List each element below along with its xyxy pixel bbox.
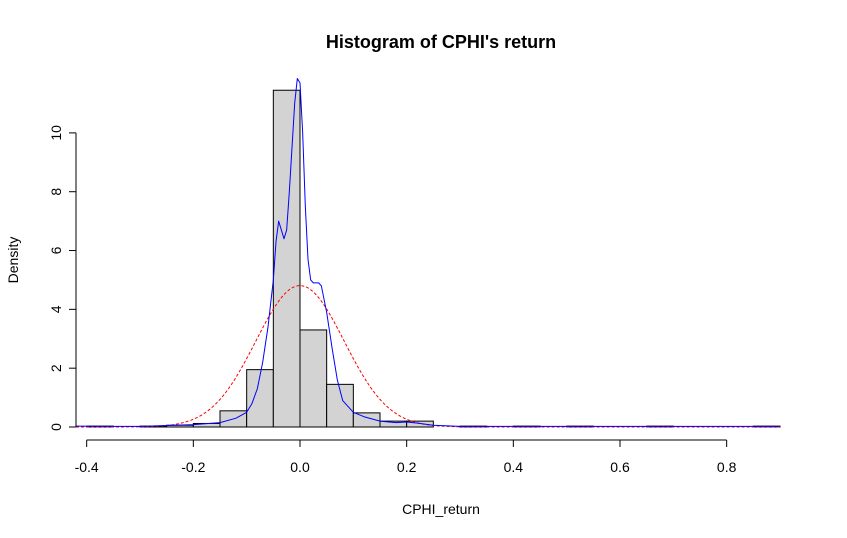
y-tick-label: 4 bbox=[48, 305, 64, 313]
y-tick-label: 6 bbox=[48, 246, 64, 254]
y-axis-label: Density bbox=[5, 237, 21, 284]
histogram-bar bbox=[299, 329, 328, 428]
x-tick-label: 0.2 bbox=[397, 459, 417, 475]
x-axis-label: CPHI_return bbox=[402, 501, 480, 517]
histogram-bar bbox=[272, 89, 301, 428]
x-tick-label: -0.2 bbox=[181, 459, 205, 475]
histogram-bar bbox=[352, 412, 381, 428]
x-tick-label: 0.4 bbox=[504, 459, 524, 475]
y-tick-label: 2 bbox=[48, 364, 64, 372]
chart-title: Histogram of CPHI's return bbox=[326, 32, 556, 52]
x-tick-label: 0.6 bbox=[610, 459, 630, 475]
density-curves bbox=[75, 77, 780, 428]
x-tick-label: 0.8 bbox=[717, 459, 737, 475]
y-tick-label: 0 bbox=[48, 423, 64, 431]
x-tick-label: 0.0 bbox=[290, 459, 310, 475]
histogram-bar bbox=[246, 369, 274, 428]
x-tick-label: -0.4 bbox=[75, 459, 99, 475]
histogram-bars bbox=[86, 89, 781, 428]
histogram-bar bbox=[326, 383, 354, 428]
kernel-density-curve bbox=[75, 77, 780, 427]
normal-density-curve bbox=[76, 285, 780, 428]
histogram-bar bbox=[406, 420, 434, 428]
y-tick-label: 10 bbox=[48, 125, 64, 141]
axes: -0.4 -0.2 0.0 0.2 0.4 0.6 0.8 0 2 4 6 8 10 bbox=[48, 125, 737, 475]
y-tick-label: 8 bbox=[48, 188, 64, 196]
